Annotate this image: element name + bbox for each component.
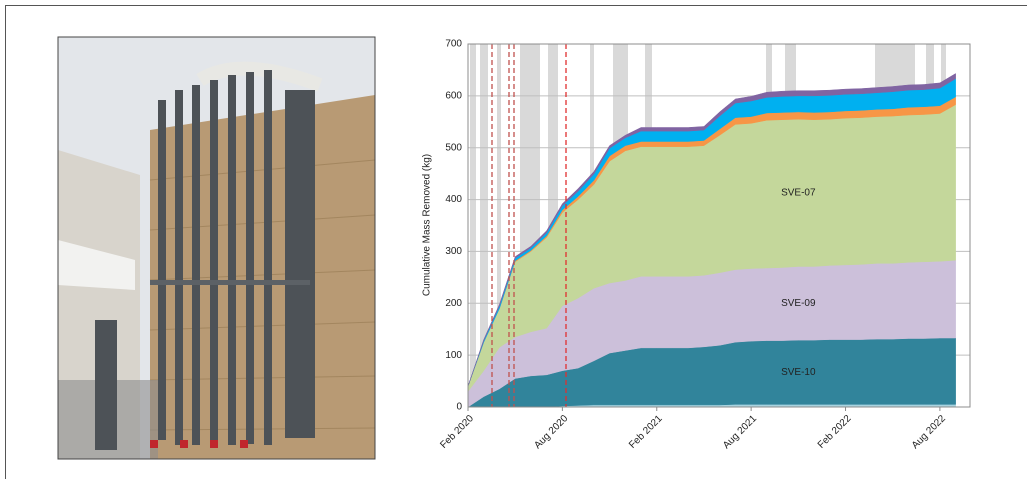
y-tick-label: 600 (445, 90, 462, 101)
y-axis-title: Cumulative Mass Removed (kg) (422, 154, 433, 296)
x-tick-label: Feb 2020 (438, 413, 476, 451)
series-label: SVE-10 (781, 367, 816, 378)
figure: Cumulative Mass Removed (kg) 0 100 200 300 4… (0, 0, 1027, 479)
x-tick-label: Feb 2021 (627, 413, 665, 451)
y-tick-label: 100 (445, 350, 462, 361)
y-tick-label: 0 (456, 402, 462, 413)
y-tick-label: 400 (445, 194, 462, 205)
x-tick-label: Aug 2020 (532, 413, 570, 451)
x-tick-label: Aug 2021 (721, 413, 759, 451)
y-tick-label: 500 (445, 142, 462, 153)
y-tick-label: 700 (445, 39, 462, 50)
y-tick-label: 300 (445, 246, 462, 257)
site-photo (58, 37, 375, 459)
y-tick-label: 200 (445, 298, 462, 309)
series-label: SVE-09 (781, 298, 816, 309)
x-tick-label: Aug 2022 (910, 413, 948, 451)
x-tick-label: Feb 2022 (816, 413, 854, 451)
page: {"chart_data": { "type": "stacked-area",… (0, 0, 1027, 479)
series-label: SVE-07 (781, 187, 816, 198)
